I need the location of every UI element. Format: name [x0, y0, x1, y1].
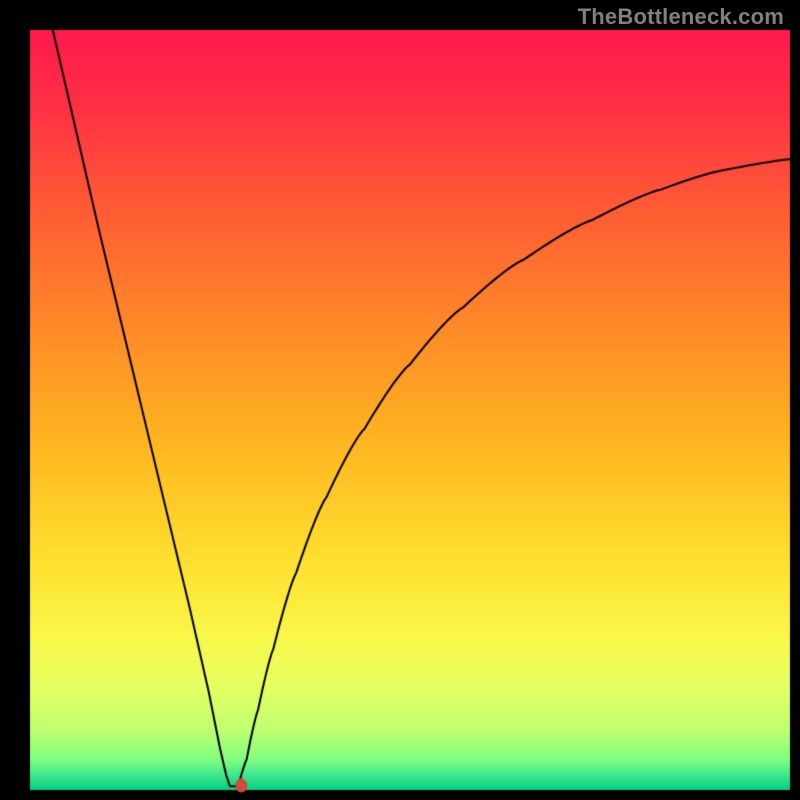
chart-container: TheBottleneck.com [0, 0, 800, 800]
bottleneck-curve-chart [0, 0, 800, 800]
watermark-text: TheBottleneck.com [578, 4, 784, 30]
